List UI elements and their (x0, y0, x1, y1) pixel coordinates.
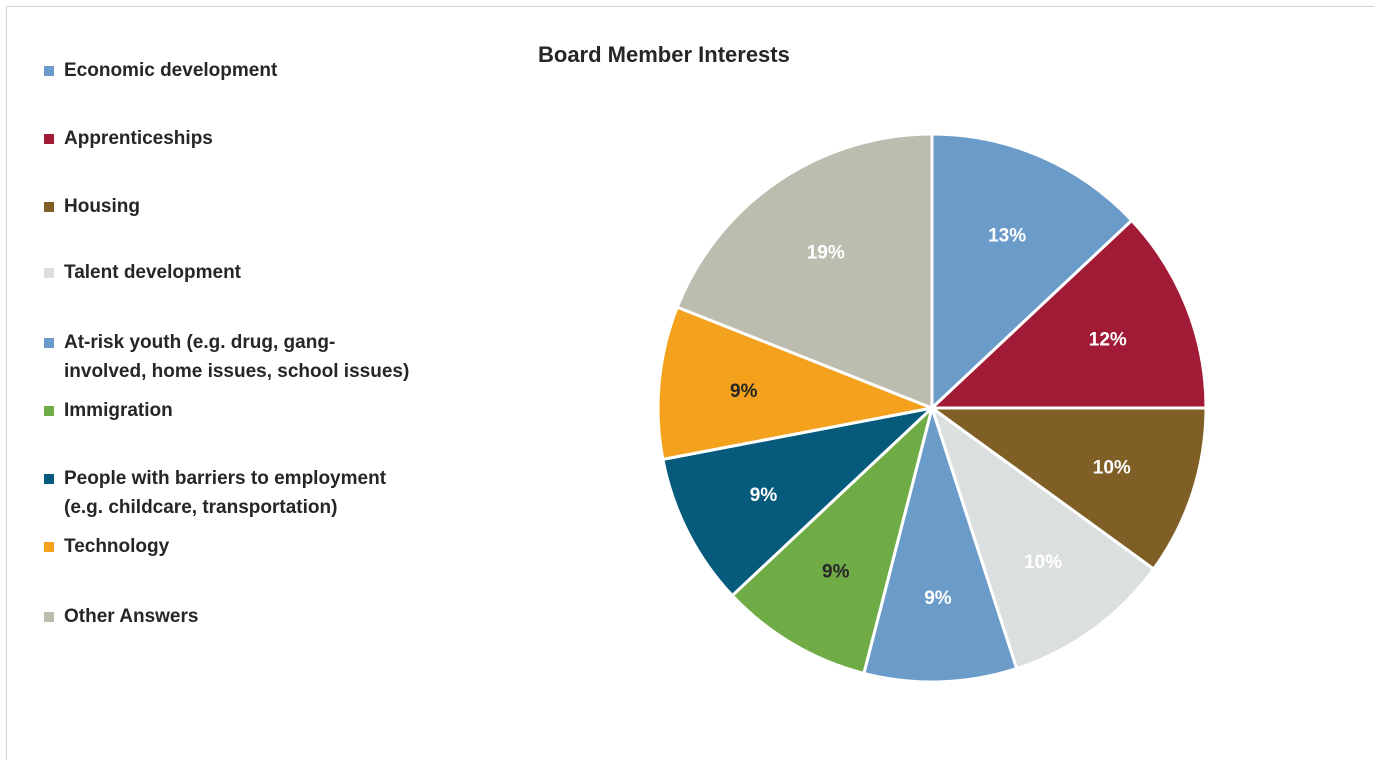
pie-slice (930, 406, 1156, 671)
pie-slice (930, 218, 1208, 410)
pie-slice (862, 406, 1019, 684)
legend-label: Housing (64, 196, 140, 217)
legend-label: involved, home issues, school issues) (64, 361, 410, 382)
pie-slice (661, 406, 934, 598)
slice-value-label: 19% (807, 243, 845, 264)
legend-swatch (44, 134, 54, 144)
pie-slice (930, 132, 1134, 410)
pie-slice (730, 406, 934, 675)
legend-label: Immigration (64, 400, 173, 421)
legend-swatch (44, 202, 54, 212)
legend-item: Housing (44, 192, 484, 221)
legend-item: Technology (44, 532, 484, 561)
slice-value-label: 9% (750, 485, 778, 506)
legend-item: At-risk youth (e.g. drug, gang-involved,… (44, 328, 484, 386)
legend-swatch (44, 338, 54, 348)
pie-slice (930, 406, 1208, 571)
legend-swatch (44, 612, 54, 622)
legend-swatch (44, 406, 54, 416)
legend-swatch (44, 474, 54, 484)
legend-item: People with barriers to employment (e.g. … (44, 464, 484, 522)
legend-item: Other Answers (44, 602, 484, 631)
legend-label: Economic development (64, 60, 278, 81)
legend-swatch (44, 268, 54, 278)
legend-label: At-risk youth (e.g. drug, gang- (64, 332, 336, 353)
slice-value-label: 9% (730, 381, 758, 402)
slice-value-label: 13% (988, 225, 1026, 246)
legend-item: Apprenticeships (44, 124, 484, 153)
legend-swatch (44, 542, 54, 552)
legend-item: Talent development (44, 258, 484, 287)
slice-value-label: 9% (924, 588, 952, 609)
slice-value-label: 9% (822, 562, 850, 583)
slice-value-label: 10% (1093, 457, 1131, 478)
chart-frame (6, 6, 1374, 760)
legend-label: Talent development (64, 262, 242, 283)
legend-swatch (44, 66, 54, 76)
legend-label: Technology (64, 536, 170, 557)
chart-title: Board Member Interests (538, 42, 790, 67)
legend-label: Apprenticeships (64, 128, 213, 149)
legend-label: People with barriers to employment (64, 468, 387, 489)
pie-slice (675, 132, 934, 410)
slice-value-label: 10% (1024, 552, 1062, 573)
legend-item: Economic development (44, 56, 484, 85)
legend-item: Immigration (44, 396, 484, 425)
legend-label: (e.g. childcare, transportation) (64, 497, 338, 518)
slice-value-label: 12% (1089, 329, 1127, 350)
legend-label: Other Answers (64, 606, 199, 627)
pie-slice (656, 305, 934, 461)
